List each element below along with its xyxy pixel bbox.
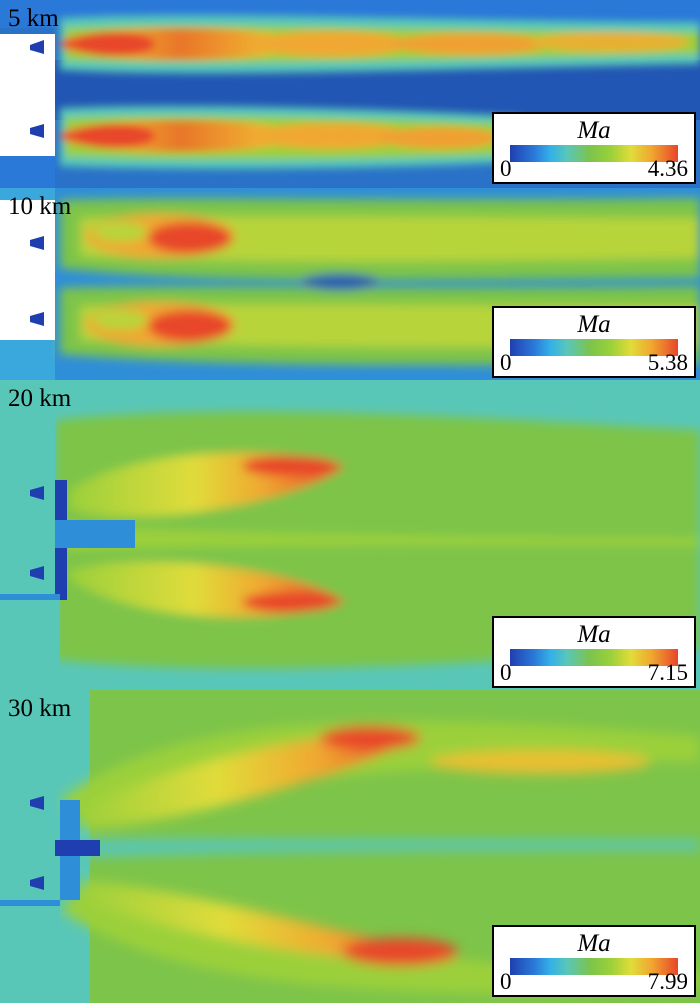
altitude-label: 20 km — [8, 385, 72, 412]
legend-variable: Ma — [577, 930, 611, 957]
legend-min: 0 — [500, 350, 512, 375]
legend-max: 7.99 — [647, 969, 688, 994]
altitude-label: 10 km — [8, 193, 72, 220]
legend-variable: Ma — [577, 117, 611, 144]
contour-panel-30km: 30 km Ma 0 7.99 — [0, 690, 700, 1003]
colorbar — [510, 339, 678, 356]
legend-max: 4.36 — [647, 156, 688, 181]
contour-panel-10km: 10 km Ma 0 5.38 — [0, 188, 700, 380]
contour-panel-5km: 5 km Ma 0 4.36 — [0, 0, 700, 188]
mach-contour-5km — [0, 0, 700, 188]
mach-legend: Ma 0 4.36 — [492, 112, 696, 184]
legend-variable: Ma — [577, 621, 611, 648]
legend-min: 0 — [500, 156, 512, 181]
legend-min: 0 — [500, 969, 512, 994]
colorbar — [510, 145, 678, 162]
mach-legend: Ma 0 7.15 — [492, 616, 696, 688]
altitude-label: 5 km — [8, 5, 59, 32]
altitude-label: 30 km — [8, 695, 72, 722]
legend-min: 0 — [500, 660, 512, 685]
legend-max: 7.15 — [647, 660, 688, 685]
colorbar — [510, 958, 678, 975]
legend-max: 5.38 — [647, 350, 688, 375]
contour-panel-20km: 20 km Ma 0 7.15 — [0, 380, 700, 690]
legend-variable: Ma — [577, 311, 611, 338]
mach-legend: Ma 0 7.99 — [492, 925, 696, 997]
colorbar — [510, 649, 678, 666]
mach-legend: Ma 0 5.38 — [492, 306, 696, 378]
